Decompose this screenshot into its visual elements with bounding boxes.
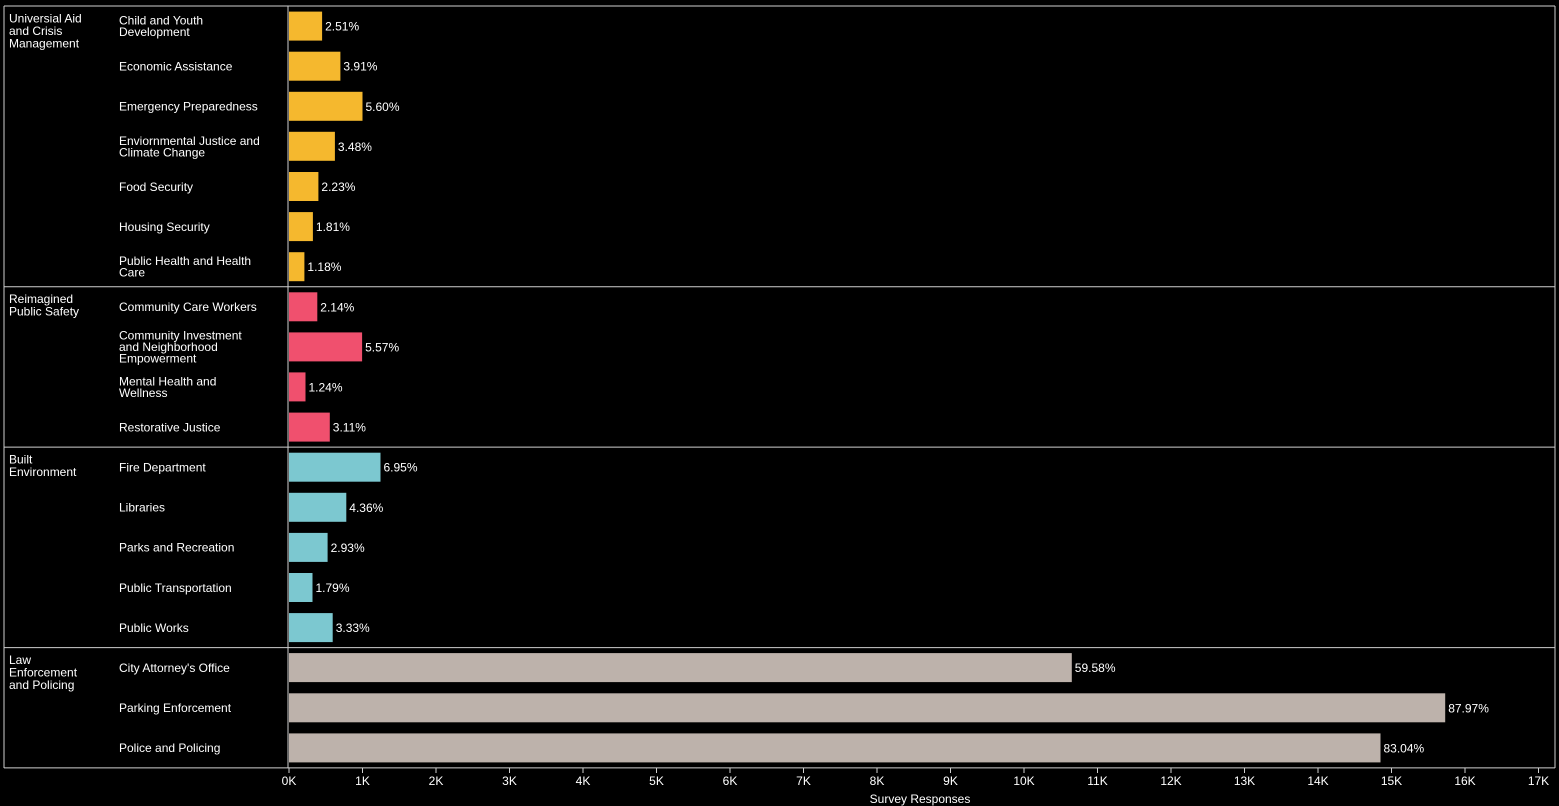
- group-labels: Universial Aid and Crisis Management Reimag…: [9, 11, 82, 692]
- bar[interactable]: [289, 733, 1381, 763]
- x-tick-label: 6K: [723, 774, 738, 788]
- x-axis: 0K 1K 2K 3K 4K 5K 6K 7K 8K 9K 10K 11K 12K 13K 14K 15K 16…: [282, 768, 1549, 788]
- category-label: Economic Assistance: [119, 60, 233, 74]
- value-label: 2.93%: [331, 541, 365, 555]
- bar[interactable]: [289, 653, 1072, 683]
- x-tick-label: 12K: [1160, 774, 1181, 788]
- x-tick-label: 0K: [282, 774, 297, 788]
- value-label: 1.81%: [316, 220, 350, 234]
- group-label: Reimagined Public Safety: [9, 292, 79, 319]
- x-tick-label: 9K: [943, 774, 958, 788]
- x-tick-label: 13K: [1234, 774, 1255, 788]
- value-label: 1.79%: [316, 581, 350, 595]
- bar[interactable]: [289, 693, 1446, 723]
- category-label: City Attorney's Office: [119, 661, 230, 675]
- x-axis-title: Survey Responses: [870, 792, 971, 806]
- value-label: 3.48%: [338, 140, 372, 154]
- category-label: Mental Health and Wellness: [119, 375, 216, 401]
- value-label: 5.57%: [365, 340, 399, 354]
- category-label: Enviornmental Justice and Climate Change: [119, 134, 260, 160]
- value-label: 6.95%: [384, 461, 418, 475]
- value-label: 59.58%: [1075, 661, 1116, 675]
- x-tick-label: 2K: [429, 774, 444, 788]
- bar[interactable]: [289, 11, 323, 41]
- category-label: Child and Youth Development: [119, 14, 203, 39]
- value-label: 2.51%: [325, 20, 359, 34]
- value-label: 83.04%: [1384, 741, 1425, 755]
- value-label: 2.14%: [320, 300, 354, 314]
- bar[interactable]: [289, 412, 330, 442]
- x-tick-label: 11K: [1087, 774, 1107, 788]
- category-label: Emergency Preparedness: [119, 100, 258, 114]
- x-tick-label: 3K: [502, 774, 517, 788]
- category-label: Community Care Workers: [119, 300, 257, 314]
- group-label: Universial Aid and Crisis Management: [9, 11, 82, 50]
- value-label: 5.60%: [366, 100, 400, 114]
- bar[interactable]: [289, 292, 318, 322]
- x-tick-label: 7K: [796, 774, 811, 788]
- category-label: Restorative Justice: [119, 420, 221, 434]
- x-tick-label: 8K: [870, 774, 885, 788]
- bar[interactable]: [289, 492, 347, 522]
- category-label: Housing Security: [119, 220, 210, 234]
- x-tick-label: 15K: [1381, 774, 1402, 788]
- value-label: 4.36%: [349, 501, 383, 515]
- bar[interactable]: [289, 332, 363, 362]
- bar[interactable]: [289, 172, 319, 201]
- value-label: 2.23%: [321, 180, 355, 194]
- x-tick-label: 14K: [1307, 774, 1328, 788]
- category-label: Libraries: [119, 501, 165, 515]
- bar[interactable]: [289, 452, 381, 482]
- bar[interactable]: [289, 212, 313, 242]
- category-label: Community Investment and Neighborhood Empo…: [119, 329, 242, 366]
- category-label: Parking Enforcement: [119, 701, 232, 715]
- group-label: Law Enforcement and Policing: [9, 653, 78, 692]
- category-labels: Child and Youth Development Economic Assis…: [119, 14, 260, 756]
- value-labels: 2.51% 3.91% 5.60% 3.48% 2.23% 1.81% 1.18% 2.14%…: [307, 20, 1489, 756]
- value-label: 87.97%: [1448, 701, 1489, 715]
- bar[interactable]: [289, 372, 306, 402]
- bar[interactable]: [289, 532, 328, 562]
- value-label: 1.24%: [309, 380, 343, 394]
- bar[interactable]: [289, 91, 363, 121]
- x-tick-label: 10K: [1013, 774, 1034, 788]
- bar[interactable]: [289, 51, 341, 81]
- x-tick-label: 16K: [1454, 774, 1475, 788]
- category-label: Police and Policing: [119, 741, 220, 755]
- bars: [289, 11, 1446, 763]
- value-label: 3.11%: [333, 421, 366, 435]
- bar[interactable]: [289, 252, 305, 282]
- group-divider-lines: [3, 5, 1556, 769]
- value-label: 3.91%: [343, 60, 377, 74]
- x-tick-label: 4K: [576, 774, 591, 788]
- category-label: Food Security: [119, 180, 193, 194]
- category-label: Fire Department: [119, 461, 206, 475]
- bar[interactable]: [289, 613, 333, 643]
- group-label: Built Environment: [9, 452, 77, 479]
- category-label: Parks and Recreation: [119, 541, 234, 555]
- category-label: Public Works: [119, 621, 189, 635]
- bar[interactable]: [289, 131, 335, 161]
- bar[interactable]: [289, 573, 313, 602]
- x-tick-label: 5K: [649, 774, 664, 788]
- category-label: Public Health and Health Care: [119, 254, 251, 280]
- category-label: Public Transportation: [119, 581, 232, 595]
- value-label: 1.18%: [307, 260, 341, 274]
- value-label: 3.33%: [336, 621, 370, 635]
- x-tick-label: 1K: [355, 774, 370, 788]
- x-tick-label: 17K: [1528, 774, 1549, 788]
